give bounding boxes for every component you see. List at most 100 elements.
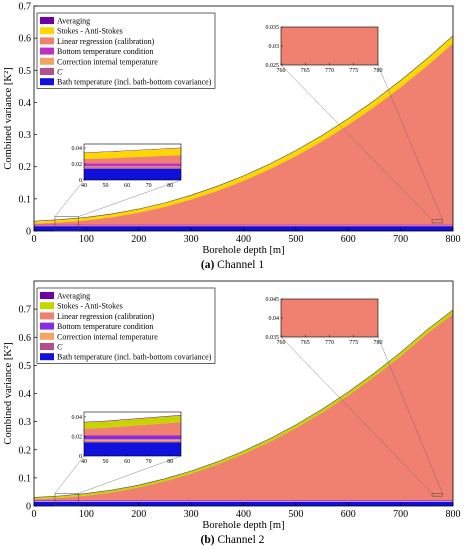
y-tick-label-2: 0.2 (19, 445, 32, 456)
legend-label-4: Correction internal temperature (57, 57, 158, 66)
inset-area-series-6 (84, 147, 181, 153)
inset-x-tick-label-3: 70 (146, 459, 152, 465)
chart-panel-channel-2: 0 100 200 300 400 500 600 700 800 0 0.1 0.2 0.3 0.4 0.… (0, 275, 465, 538)
chart-svg-channel-1: 0 100 200 300 400 500 600 700 80000.10.20.30.40.… (3, 2, 461, 257)
inset-y-tick-label-1: 0.02 (72, 162, 83, 168)
y-tick-label-1: 0.1 (19, 473, 32, 484)
legend-label-6: Bath temperature (incl. bath-bottom cova… (57, 78, 212, 87)
inset-area-series-4 (84, 155, 181, 164)
inset-area-series-4 (84, 422, 181, 436)
zoom-connector-left-1 (280, 336, 433, 494)
inset-group-1 (281, 299, 378, 337)
area-series-3 (34, 500, 453, 502)
x-tick-label-5: 500 (288, 234, 303, 245)
x-tick-label-1: 100 (79, 234, 94, 245)
inset-area-series-0 (84, 442, 181, 456)
x-tick-label-8: 800 (446, 234, 461, 245)
zoom-region-0 (54, 216, 79, 232)
zoom-region-1 (431, 219, 443, 224)
legend-swatch-5 (40, 68, 54, 75)
legend-swatch-4 (40, 332, 54, 340)
x-tick-label-4: 400 (236, 509, 251, 520)
total-outline (33, 35, 454, 222)
inset-area-series-4 (281, 299, 378, 337)
x-tick-label-7: 700 (393, 509, 408, 520)
x-tick-label-5: 500 (288, 509, 303, 520)
zoom-region-0 (54, 493, 79, 507)
area-series-4 (34, 313, 453, 501)
inset-x-tick-label-4: 80 (167, 459, 173, 465)
zoom-connector-left-0 (54, 455, 85, 494)
x-tick-label-4: 400 (236, 234, 251, 245)
inset-x-tick-label-0: 40 (81, 183, 87, 189)
inset-y-tick-label-0: 0.025 (266, 63, 280, 69)
legend-swatch-6 (40, 353, 54, 361)
zoom-region-1 (431, 493, 443, 497)
inset-area-series-6 (84, 414, 181, 423)
legend-label-5: C (57, 68, 63, 77)
inset-y-tick-label-0: 0 (79, 454, 82, 460)
inset-area-series-1 (84, 441, 181, 443)
y-tick-label-1: 0.1 (19, 194, 32, 205)
x-tick-label-7: 700 (393, 234, 408, 245)
legend-label-3: Bottom temperature condition (57, 47, 153, 56)
area-series-1 (34, 225, 453, 227)
total-outline (33, 309, 454, 498)
legend-swatch-0 (40, 292, 54, 299)
caption-tag: (a) (200, 259, 215, 271)
inset-x-tick-label-2: 770 (325, 68, 334, 74)
inset-area-series-1 (84, 167, 181, 169)
y-tick-label-7: 0.7 (19, 305, 32, 316)
caption-title: Channel 1 (217, 259, 265, 271)
inset-y-tick-label-2: 0.04 (72, 146, 83, 152)
inset-x-tick-label-2: 770 (325, 340, 334, 346)
zoom-connector-right-1 (377, 336, 443, 494)
inset-area-series-2 (84, 166, 181, 168)
legend-label-3: Bottom temperature condition (57, 322, 153, 331)
inset-x-tick-label-1: 765 (301, 68, 310, 74)
y-tick-label-4: 0.4 (19, 98, 32, 109)
y-tick-label-7: 0.7 (19, 2, 32, 13)
x-tick-label-3: 300 (184, 509, 199, 520)
inset-y-tick-label-1: 0.04 (269, 316, 280, 322)
legend-swatch-6 (40, 78, 54, 86)
legend-swatch-2 (40, 312, 54, 320)
y-tick-label-3: 0.3 (19, 417, 32, 428)
legend-label-0: Averaging (57, 17, 90, 26)
x-tick-label-1: 100 (79, 509, 94, 520)
zoom-connector-right-1 (377, 64, 443, 220)
legend-label-6: Bath temperature (incl. bath-bottom cova… (57, 353, 212, 362)
x-tick-label-2: 200 (131, 234, 146, 245)
x-tick-label-0: 0 (32, 234, 37, 245)
x-tick-label-6: 600 (341, 509, 356, 520)
zoom-connector-right-0 (78, 179, 182, 217)
x-tick-label-2: 200 (131, 509, 146, 520)
inset-x-tick-label-1: 50 (103, 459, 109, 465)
inset-x-tick-label-4: 780 (374, 340, 383, 346)
legend-swatch-3 (40, 322, 54, 330)
inset-x-tick-label-1: 50 (103, 183, 109, 189)
inset-y-tick-label-0: 0.035 (266, 335, 280, 341)
inset-x-tick-label-0: 760 (277, 340, 286, 346)
area-series-3 (34, 224, 453, 226)
legend-swatch-0 (40, 17, 54, 24)
inset-area-series-3 (84, 163, 181, 167)
inset-x-tick-label-0: 40 (81, 459, 87, 465)
legend-box (36, 287, 216, 364)
inset-y-tick-label-1: 0.02 (72, 434, 83, 440)
inset-area-series-5 (84, 415, 181, 429)
y-tick-label-0: 0 (26, 227, 31, 238)
inset-x-tick-label-2: 60 (124, 459, 130, 465)
inset-group-0 (84, 147, 181, 180)
inset-group-0 (84, 414, 181, 456)
legend-label-0: Averaging (57, 292, 90, 301)
x-tick-label-3: 300 (184, 234, 199, 245)
x-tick-label-0: 0 (32, 509, 37, 520)
inset-x-tick-label-1: 765 (301, 340, 310, 346)
inset-x-tick-label-3: 775 (349, 340, 358, 346)
x-axis-label: Borehole depth [m] (202, 520, 284, 531)
y-tick-label-5: 0.5 (19, 66, 32, 77)
inset-area-series-3 (84, 435, 181, 440)
caption-title: Channel 2 (217, 534, 265, 546)
legend-label-2: Linear regression (calibration) (57, 37, 155, 46)
